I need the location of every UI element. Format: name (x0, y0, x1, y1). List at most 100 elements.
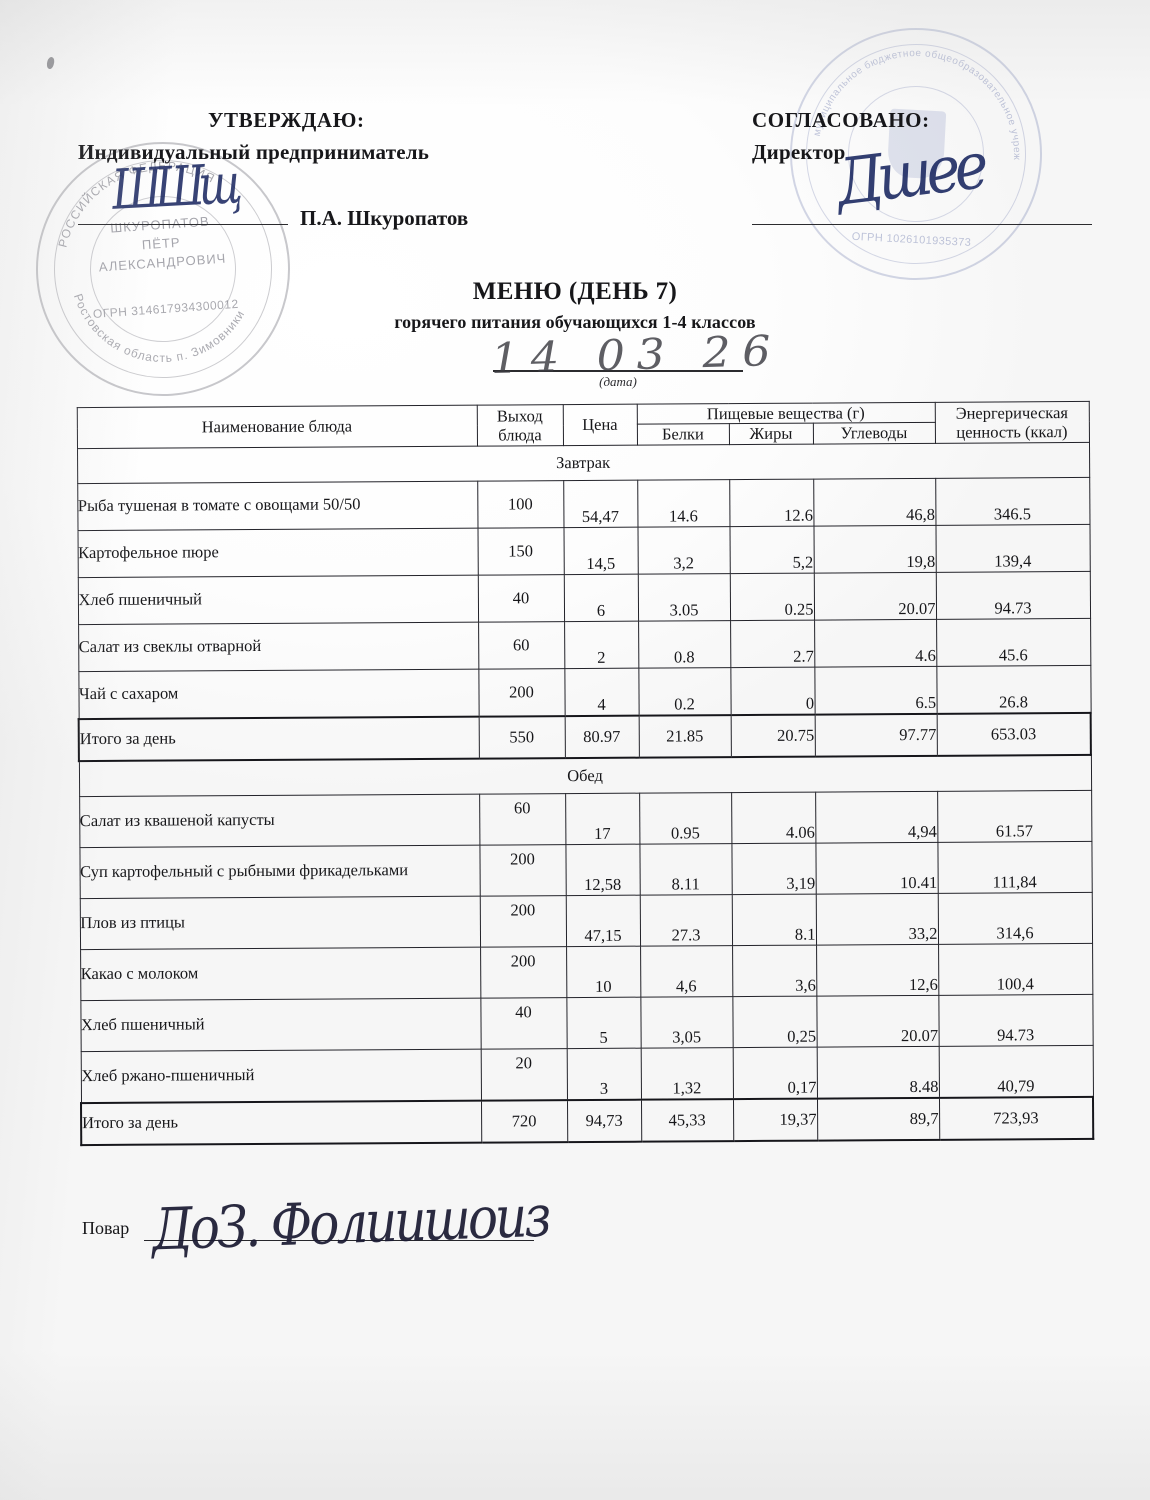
cell-protein: 14.6 (637, 479, 730, 528)
header-energy: Энергерическая ценность (ккал) (934, 401, 1090, 444)
cell-carbs: 4,94 (815, 791, 938, 844)
approval-title-left: УТВЕРЖДАЮ: (208, 108, 365, 132)
cell-dish: Рыба тушеная в томате с овощами 50/50 (77, 481, 478, 531)
cell-output: 20 (480, 1048, 567, 1101)
cell-energy: 314,6 (937, 892, 1093, 945)
cell-output: 60 (478, 621, 565, 670)
approval-title-right: СОГЛАСОВАНО: (752, 108, 930, 132)
cook-handwritten-signature: ДоЗ. Фолиишоиз (150, 1182, 550, 1264)
header-protein: Белки (636, 424, 729, 446)
cell-fat: 0,17 (732, 1047, 817, 1100)
approval-name-left: П.А. Шкуропатов (300, 206, 469, 230)
cell-fat: 5,2 (729, 526, 814, 574)
cell-price: 47,15 (565, 895, 641, 947)
title-block: МЕНЮ (ДЕНЬ 7) горячего питания обучающих… (0, 278, 1150, 333)
cell-energy: 111,84 (937, 841, 1092, 894)
table-row: Картофельное пюре 150 14,5 3,2 5,2 19,8 139,4 (77, 524, 1090, 578)
cell-output: 200 (479, 895, 567, 948)
cell-energy: 26.8 (936, 665, 1091, 714)
page-title: МЕНЮ (ДЕНЬ 7) (472, 278, 678, 305)
total-row: Итого за день 550 80.97 21.85 20.75 97.77 653.… (78, 712, 1091, 762)
cell-energy: 40,79 (938, 1045, 1094, 1098)
header-output: Выход блюда (476, 404, 563, 447)
cell-protein: 0.8 (638, 620, 731, 669)
cell-dish: Плов из птицы (79, 896, 481, 950)
cell-total-output: 720 (480, 1100, 568, 1143)
table-row: Плов из птицы 200 47,15 27.3 8.1 33,2 314,6 (79, 892, 1093, 950)
cook-label: Повар (82, 1218, 130, 1238)
signature-line-left: П.А. Шкуропатов (78, 206, 508, 240)
cell-energy: 45.6 (936, 618, 1091, 667)
header-nutrients-group: Пищевые вещества (г) (636, 402, 935, 425)
cell-carbs: 33,2 (815, 893, 939, 946)
cell-energy: 94.73 (935, 571, 1091, 620)
cell-fat: 12.6 (729, 479, 814, 527)
date-rule (493, 370, 743, 372)
cell-fat: 0.25 (729, 573, 815, 621)
cell-fat: 2.7 (730, 620, 815, 668)
cell-fat: 3,19 (731, 843, 816, 895)
cell-total-protein: 21.85 (638, 715, 731, 758)
date-block: 14 03 26 (дата) (490, 326, 783, 390)
cell-energy: 61.57 (937, 790, 1092, 843)
stamp-owner-line3: АЛЕКСАНДРОВИЧ (98, 250, 227, 275)
cell-carbs: 12,6 (816, 944, 939, 997)
cell-price: 4 (564, 668, 639, 717)
header-dish: Наименование блюда (76, 405, 477, 449)
cell-protein: 3.05 (637, 573, 731, 622)
cell-price: 54,47 (563, 480, 638, 528)
cell-protein: 27.3 (639, 894, 733, 947)
cell-price: 12,58 (565, 844, 640, 896)
cell-total-carbs: 97.77 (814, 713, 937, 757)
cell-dish: Хлеб пшеничный (80, 998, 481, 1052)
cell-energy: 94.73 (938, 994, 1093, 1047)
cell-total-price: 94,73 (566, 1099, 642, 1143)
cell-energy: 346.5 (935, 477, 1090, 526)
approval-block-left: УТВЕРЖДАЮ: Индивидуальный предпринимател… (78, 108, 508, 240)
cell-protein: 0.2 (638, 667, 731, 716)
cell-dish: Хлеб пшеничный (77, 575, 479, 625)
header-price: Цена (562, 404, 637, 446)
cell-output: 200 (478, 668, 565, 717)
menu-table-wrapper: Наименование блюда Выход блюда Цена Пище… (76, 401, 1094, 1146)
cell-total-energy: 723,93 (939, 1096, 1094, 1140)
cell-total-carbs: 89,7 (816, 1097, 940, 1141)
cell-total-fat: 19,37 (732, 1098, 818, 1142)
cell-price: 14,5 (563, 527, 638, 575)
table-row: Чай с сахаром 200 4 0.2 0 6.5 26.8 (78, 665, 1091, 720)
cell-protein: 8.11 (639, 843, 732, 896)
cell-dish: Суп картофельный с рыбными фрикадельками (79, 845, 480, 899)
cell-dish: Какао с молоком (80, 947, 481, 1001)
table-row: Хлеб ржано-пшеничный 20 3 1,32 0,17 8.48 40,79 (80, 1045, 1094, 1104)
cell-total-price: 80.97 (564, 715, 639, 759)
cell-protein: 3,2 (637, 526, 730, 575)
cell-fat: 0 (730, 667, 815, 716)
signature-rule-left (78, 224, 288, 225)
cell-total-output: 550 (478, 716, 565, 759)
cell-price: 2 (564, 621, 639, 669)
cell-dish: Салат из квашеной капусты (79, 794, 480, 848)
header-row-1: Наименование блюда Выход блюда Цена Пище… (76, 401, 1090, 449)
menu-table-body: Завтрак Рыба тушеная в томате с овощами 5… (77, 442, 1094, 1146)
signature-line-right (752, 210, 1092, 240)
cell-carbs: 20.07 (813, 572, 937, 621)
cell-carbs: 4.6 (814, 619, 937, 668)
page-subtitle: горячего питания обучающихся 1-4 классов (394, 312, 756, 332)
cell-price: 6 (563, 574, 639, 622)
cell-price: 10 (566, 946, 641, 998)
table-row: Салат из свеклы отварной 60 2 0.8 2.7 4.6 45.6 (78, 618, 1091, 672)
cell-total-label: Итого за день (81, 1100, 482, 1146)
cell-carbs: 46,8 (813, 478, 936, 527)
cell-protein: 1,32 (640, 1047, 733, 1100)
table-row: Хлеб пшеничный 40 6 3.05 0.25 20.07 94.73 (77, 571, 1091, 625)
cell-carbs: 10.41 (815, 842, 938, 895)
cell-total-protein: 45,33 (640, 1099, 734, 1142)
cell-carbs: 6.5 (814, 666, 937, 715)
signature-rule-right (752, 224, 1092, 225)
cell-output: 200 (479, 844, 566, 897)
cell-dish: Картофельное пюре (77, 528, 478, 578)
table-row: Хлеб пшеничный 40 5 3,05 0,25 20.07 94.73 (80, 994, 1093, 1052)
header-carbs: Углеводы (812, 422, 936, 445)
cell-output: 100 (477, 480, 564, 529)
